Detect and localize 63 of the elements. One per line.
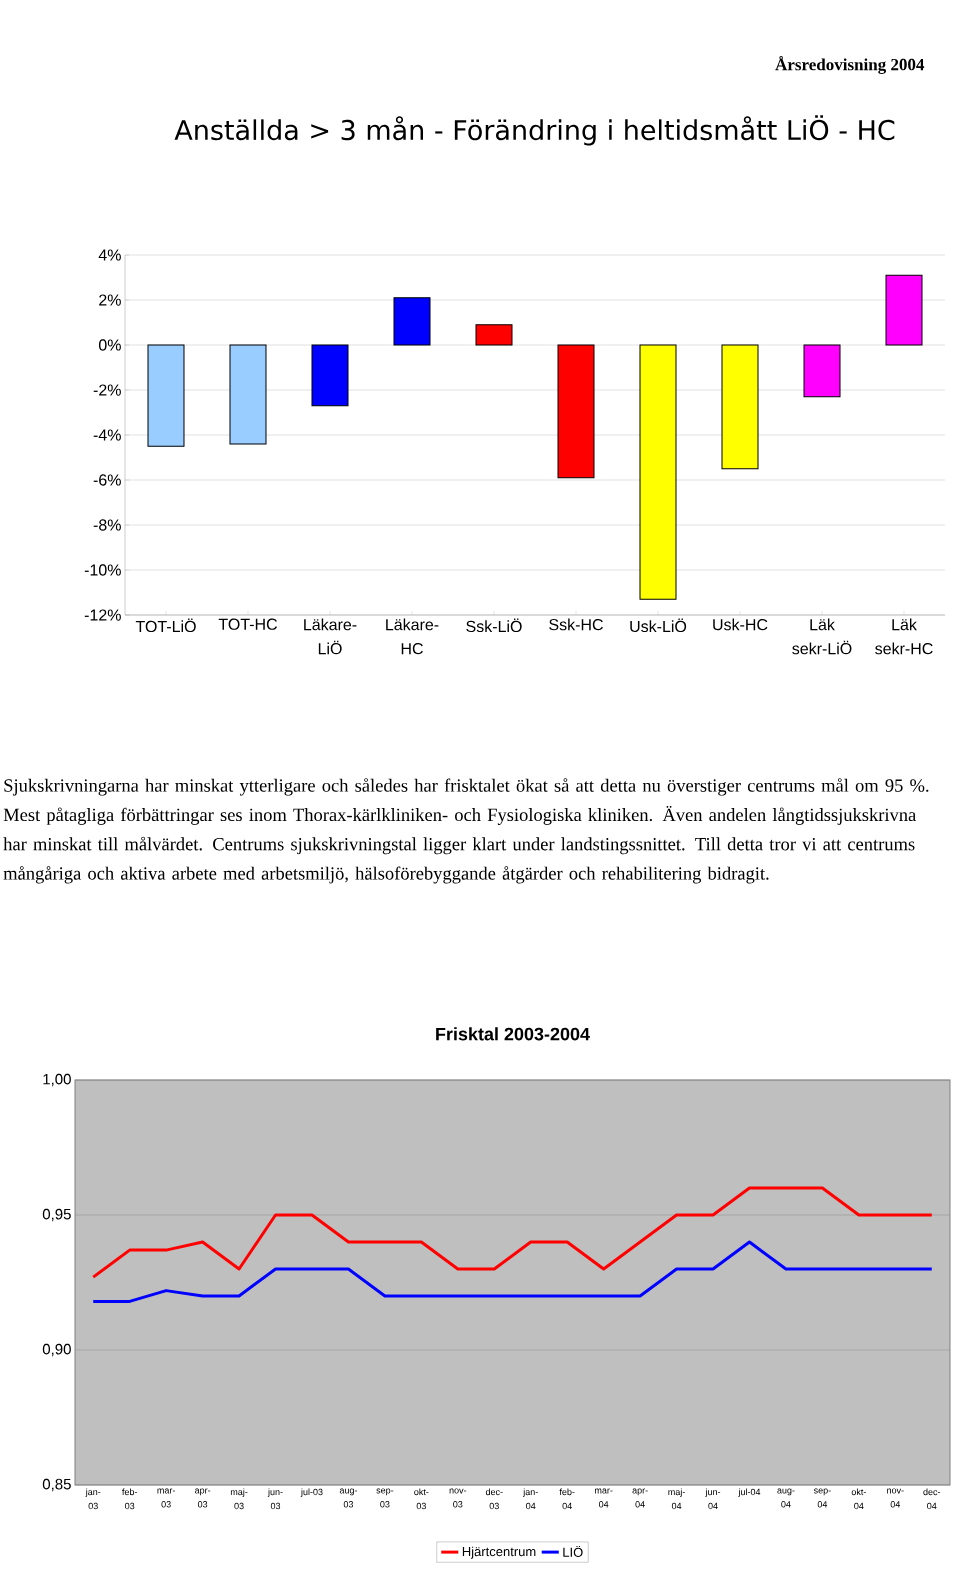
- y-tick-label: 0%: [98, 339, 121, 351]
- bar: [229, 344, 267, 445]
- x-tick-label: okt-04: [851, 1488, 866, 1510]
- x-tick-label: okt-03: [414, 1488, 429, 1510]
- y-tick-label: 0,85: [42, 1478, 71, 1492]
- x-tick-label: apr-04: [632, 1488, 648, 1508]
- bar: [475, 324, 513, 346]
- bar: [721, 344, 759, 470]
- x-tick-label: TOT-LiÖ: [135, 618, 196, 633]
- text: Årsredovisning 2004: [775, 56, 925, 74]
- y-tick-label: -6%: [93, 474, 121, 486]
- bar: [639, 344, 677, 600]
- x-tick-label: maj-04: [668, 1488, 685, 1510]
- y-tick-label: -8%: [93, 519, 121, 531]
- y-tick-label: -2%: [93, 384, 121, 396]
- x-tick-label: Usk-LiÖ: [630, 618, 687, 633]
- x-tick-label: Läkare-LiÖ: [304, 618, 357, 655]
- chart-title: Frisktal 2003-2004: [436, 1027, 590, 1041]
- x-tick-label: TOT-HC: [218, 618, 278, 630]
- x-tick-label: sep-04: [813, 1488, 831, 1508]
- bar: [557, 344, 595, 479]
- x-tick-label: sep-03: [376, 1488, 394, 1508]
- x-tick-label: mar-04: [594, 1488, 613, 1508]
- bar: [147, 344, 185, 447]
- x-tick-label: jun-04: [705, 1488, 721, 1510]
- y-tick-label: 0,90: [42, 1343, 71, 1357]
- x-tick-label: jul-03: [300, 1488, 323, 1497]
- bar: [885, 274, 923, 346]
- x-tick-label: feb-03: [122, 1488, 138, 1510]
- y-tick-label: 0,95: [42, 1208, 71, 1222]
- x-tick-label: dec-03: [485, 1488, 503, 1510]
- bar: [311, 344, 349, 407]
- x-tick-label: feb-04: [559, 1488, 575, 1510]
- legend-label: Hjärtcentrum: [462, 1546, 536, 1559]
- bar: [393, 297, 431, 346]
- y-tick-label: -10%: [84, 564, 121, 576]
- x-tick-label: jul-04: [738, 1488, 761, 1497]
- x-tick-label: nov-03: [449, 1488, 467, 1508]
- y-tick-label: -4%: [93, 429, 121, 441]
- x-tick-label: jan-04: [523, 1488, 538, 1510]
- text: Sjukskrivningarna har minskat ytterligare och således har frisktalet ökat så att detta nu överstiger centrums mål om 95 %. Mest påtagliga förbättringar ses inom Thorax-kärlkliniken- och Fysiologiska kliniken. Även andelen långtidssjukskrivna har minskat till målvärdet. Centrums sjukskrivningstal ligger klart under landstingssnittet. Till detta tror vi att centrums mångåriga och aktiva arbete med arbetsmiljö, hälsoförebyggande åtgärder och rehabilitering bidragit.: [3, 778, 929, 884]
- x-tick-label: nov-04: [887, 1488, 904, 1508]
- x-tick-label: jun-03: [267, 1488, 283, 1510]
- x-tick-label: Läk sekr-HC: [875, 618, 933, 655]
- y-tick-label: 4%: [98, 249, 121, 261]
- chart-title: Anställda > 3 mån - Förändring i heltidsmått LiÖ - HC: [174, 115, 895, 146]
- bar: [803, 344, 841, 398]
- legend-label: LIÖ: [563, 1545, 583, 1557]
- y-tick-label: -12%: [84, 609, 121, 621]
- x-tick-label: Läk sekr-LiÖ: [792, 618, 852, 655]
- x-tick-label: Usk-HC: [713, 618, 768, 631]
- x-tick-label: aug-03: [339, 1488, 358, 1508]
- x-tick-label: Läkare-HC: [386, 618, 439, 655]
- x-tick-label: jan-03: [85, 1488, 101, 1510]
- y-tick-label: 2%: [99, 294, 121, 306]
- x-tick-label: Ssk-LiÖ: [466, 618, 522, 633]
- y-tick-label: 1,00: [43, 1073, 71, 1087]
- x-tick-label: mar-03: [157, 1488, 175, 1508]
- x-tick-label: apr-03: [194, 1488, 211, 1508]
- x-tick-label: Ssk-HC: [549, 618, 603, 631]
- x-tick-label: aug-04: [777, 1488, 795, 1508]
- x-tick-label: maj-03: [230, 1488, 248, 1510]
- x-tick-label: dec-04: [923, 1488, 941, 1510]
